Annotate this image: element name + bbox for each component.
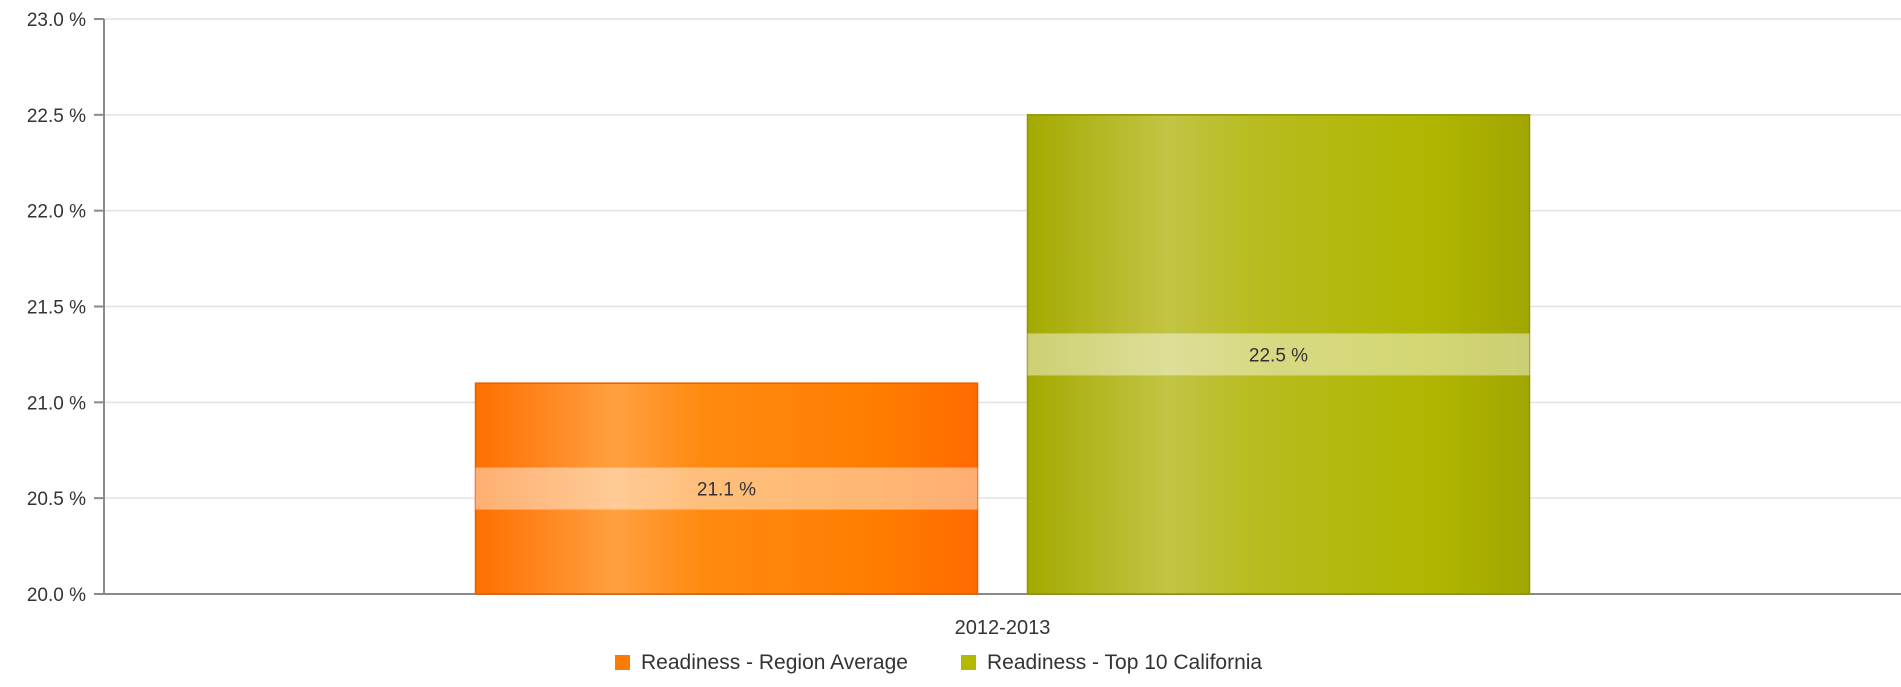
bars xyxy=(474,114,1531,595)
y-tick-label: 21.0 % xyxy=(27,393,86,414)
data-labels: 21.1 % 22.5 % xyxy=(475,333,1530,510)
y-tick-label: 23.0 % xyxy=(27,10,86,31)
legend: Readiness - Region Average Readiness - To… xyxy=(615,651,1262,674)
legend-swatch xyxy=(615,655,630,670)
gridlines xyxy=(104,18,1901,499)
legend-label[interactable]: Readiness - Top 10 California xyxy=(987,651,1262,674)
y-tick-label: 22.0 % xyxy=(27,202,86,223)
bar-top-10-california[interactable] xyxy=(1026,114,1531,595)
axes: 20.0 % 20.5 % 21.0 % 21.5 % 22.0 % 22.5 % 23.0… xyxy=(27,10,1901,639)
data-label: 21.1 % xyxy=(697,480,756,501)
y-tick-label: 21.5 % xyxy=(27,298,86,319)
y-tick-label: 22.5 % xyxy=(27,106,86,127)
data-label-band xyxy=(475,467,978,510)
bar-region-average[interactable] xyxy=(474,382,979,595)
x-category-label: 2012-2013 xyxy=(955,617,1051,639)
data-label-band xyxy=(1027,333,1530,376)
y-tick-label: 20.5 % xyxy=(27,489,86,510)
legend-swatch xyxy=(961,655,976,670)
y-tick-label: 20.0 % xyxy=(27,585,86,606)
data-label: 22.5 % xyxy=(1249,345,1308,366)
legend-label[interactable]: Readiness - Region Average xyxy=(641,651,908,674)
